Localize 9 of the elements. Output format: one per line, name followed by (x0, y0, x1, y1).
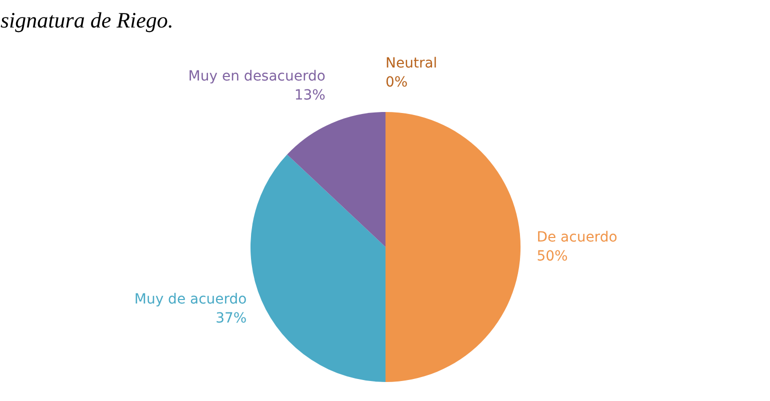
data-label: 13% (294, 88, 326, 104)
text: 0% (386, 74, 408, 91)
slice-label: Muy en desacuerdo (188, 68, 326, 84)
slice-label: Muy de acuerdo (134, 291, 247, 308)
category-label: Neutral (386, 55, 438, 72)
data-label: 50% (536, 248, 568, 265)
data-label: 37% (216, 310, 247, 327)
slice-label: De acuerdo (536, 229, 618, 246)
chart-title: signatura de Riego. (0, 8, 174, 32)
